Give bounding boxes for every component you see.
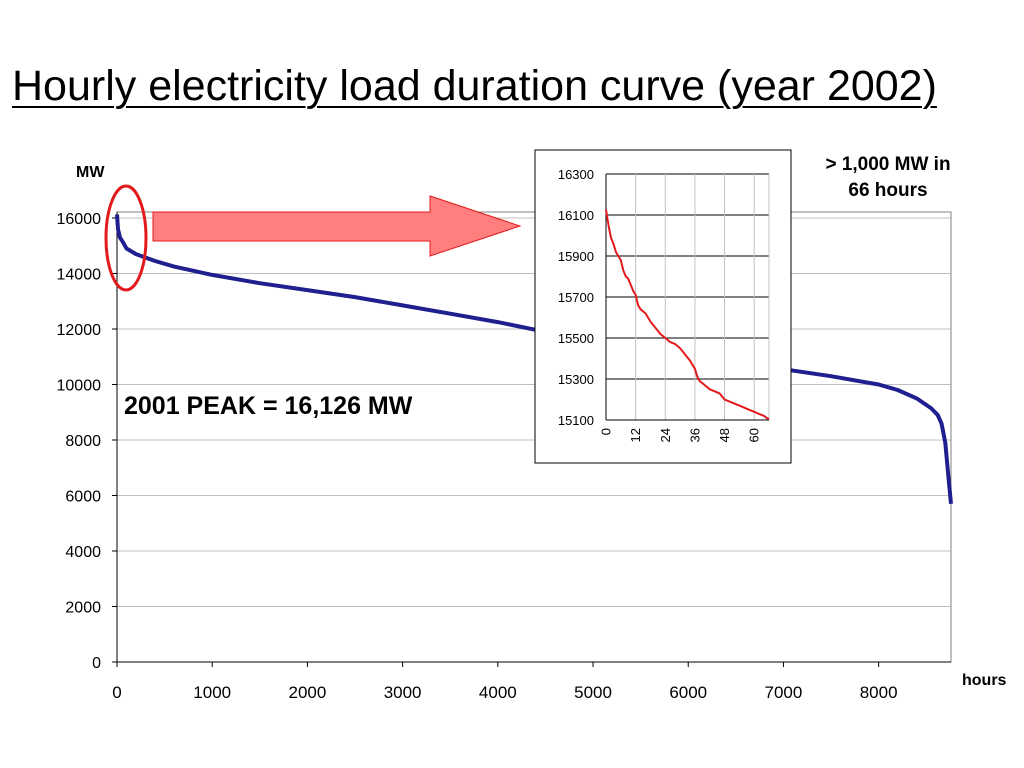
main-xtick-label: 1000 (193, 683, 231, 702)
main-xtick-label: 8000 (860, 683, 898, 702)
main-ytick-label: 14000 (57, 267, 102, 284)
threshold-note-line2: 66 hours (848, 180, 928, 201)
inset-series-line (605, 209, 770, 420)
main-xtick-label: 0 (112, 683, 121, 702)
peak-annotation: 2001 PEAK = 16,126 MW (124, 392, 413, 420)
threshold-note: > 1,000 MW in 66 hours (790, 152, 986, 204)
main-ytick-label: 2000 (65, 600, 101, 617)
inset-xtick-label: 0 (599, 428, 614, 435)
main-ytick-label: 0 (92, 655, 101, 672)
main-xtick-label: 2000 (288, 683, 326, 702)
main-grid (117, 217, 951, 663)
main-ytick-label: 4000 (65, 544, 101, 561)
inset-ytick-label: 15300 (558, 372, 594, 387)
inset-xtick-label: 24 (658, 428, 673, 442)
inset-ytick-label: 16100 (558, 208, 594, 223)
inset-xtick-label: 60 (747, 428, 762, 442)
slide-title: Hourly electricity load duration curve (… (12, 62, 937, 110)
inset-box (534, 149, 792, 464)
main-axes (112, 212, 951, 667)
y-axis-unit: MW (76, 164, 105, 181)
inset-tick-labels: 15100 15300 15500 15700 15900 16100 16300 0 12 24… (558, 167, 762, 442)
inset-xtick-label: 36 (687, 428, 702, 442)
zoom-arrow (152, 195, 522, 257)
peak-highlight-ellipse (104, 184, 148, 292)
inset-ytick-label: 16300 (558, 167, 594, 182)
main-xtick-label: 7000 (765, 683, 803, 702)
main-xtick-label: 4000 (479, 683, 517, 702)
main-series-line (115, 214, 953, 504)
main-ytick-label: 12000 (57, 322, 102, 339)
main-xtick-label: 6000 (669, 683, 707, 702)
main-ytick-label: 8000 (65, 433, 101, 450)
inset-ytick-label: 15700 (558, 290, 594, 305)
main-ytick-label: 6000 (65, 489, 101, 506)
inset-ytick-label: 15100 (558, 413, 594, 428)
inset-xtick-label: 12 (628, 428, 643, 442)
threshold-note-line1: > 1,000 MW in (825, 154, 951, 175)
x-axis-unit: hours (962, 672, 1007, 689)
main-xtick-label: 3000 (384, 683, 422, 702)
inset-xtick-label: 48 (717, 428, 732, 442)
inset-ytick-label: 15900 (558, 249, 594, 264)
main-ytick-label: 10000 (57, 378, 102, 395)
main-ytick-label: 16000 (57, 211, 102, 228)
main-xtick-label: 5000 (574, 683, 612, 702)
inset-ytick-label: 15500 (558, 331, 594, 346)
